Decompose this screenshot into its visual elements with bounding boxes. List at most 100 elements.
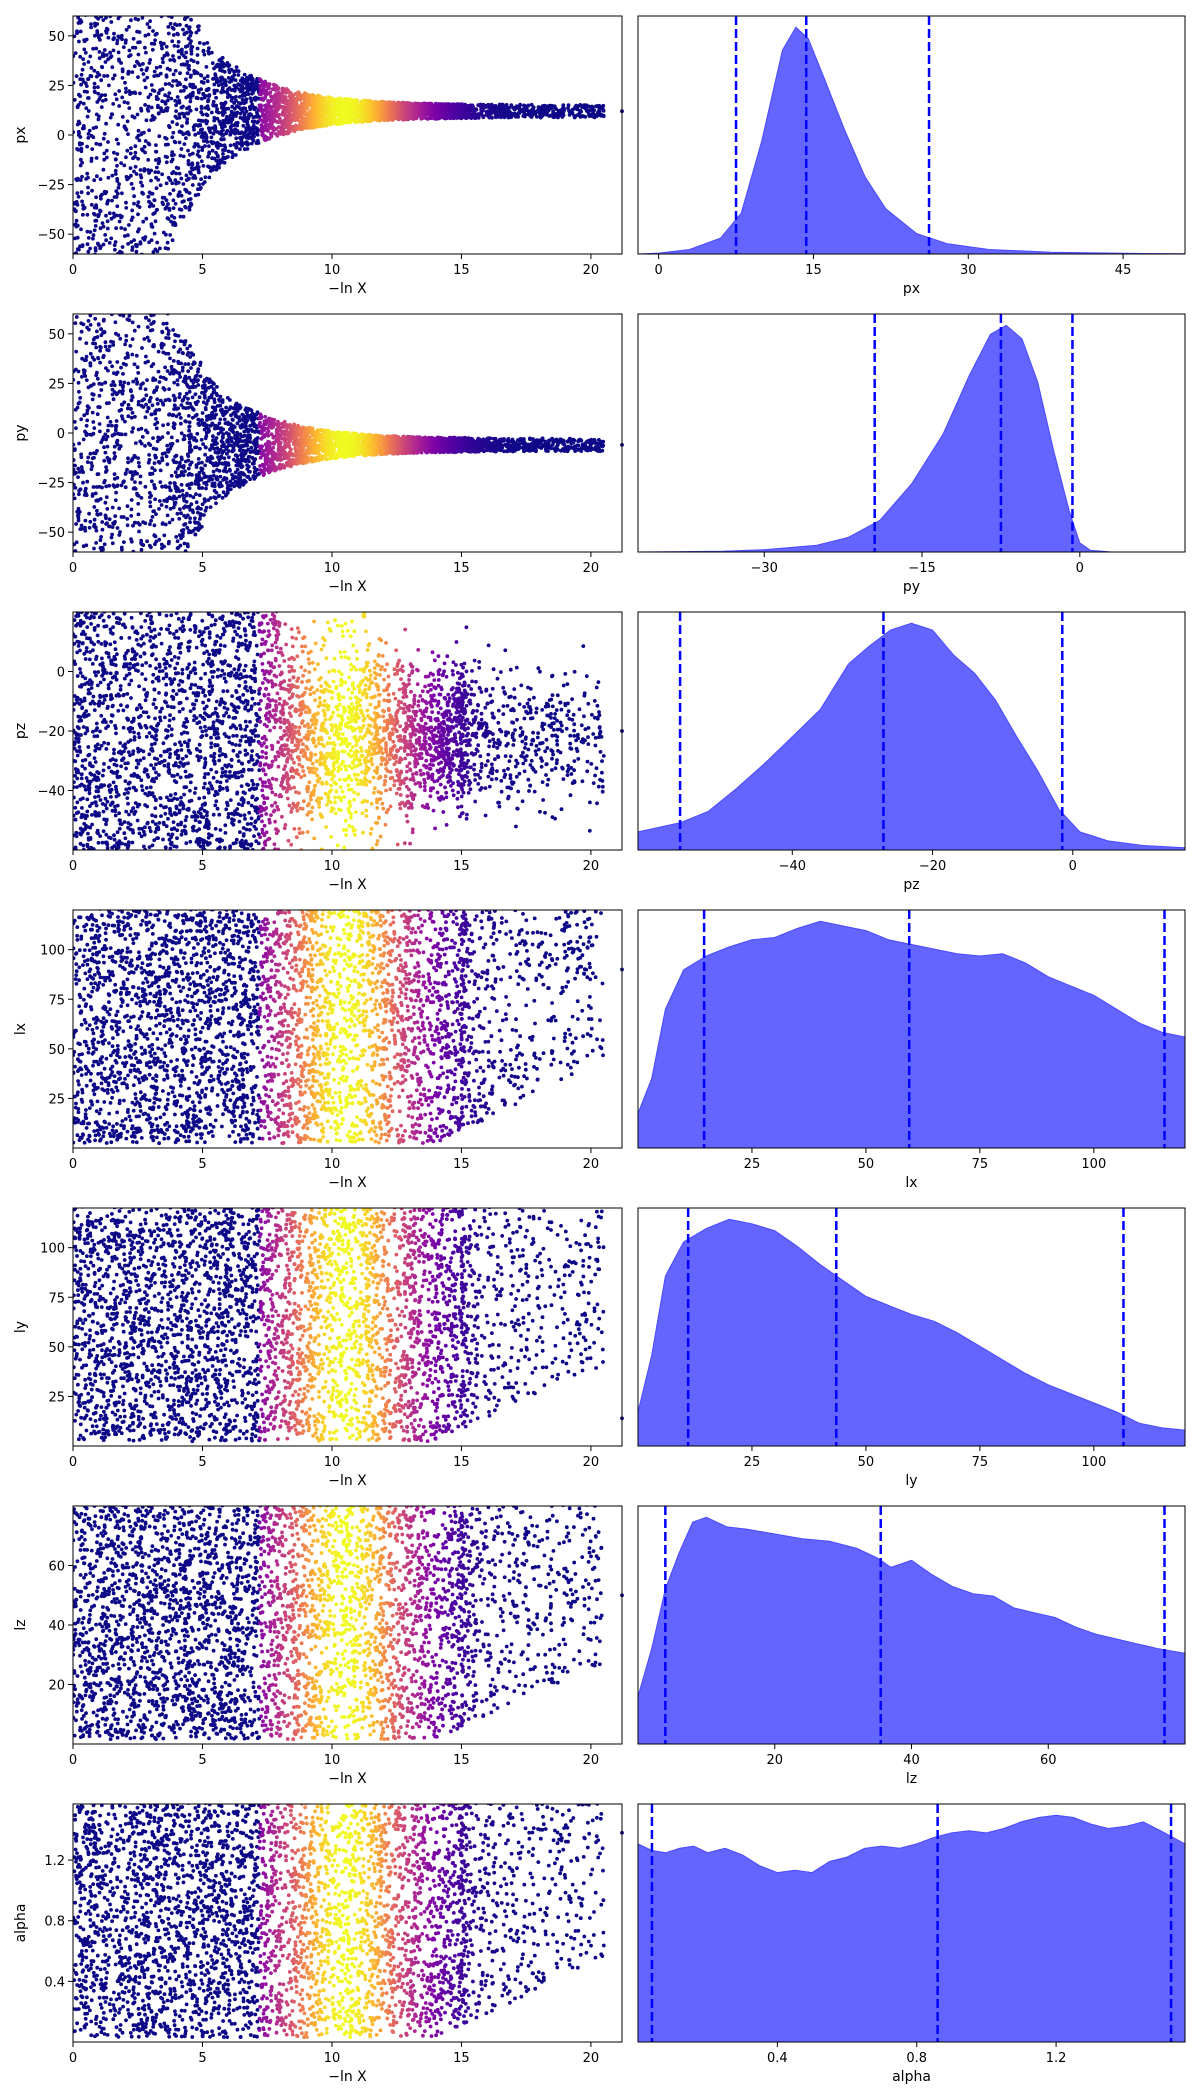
px-trace-point [97,73,102,77]
px-trace-point [250,134,255,139]
px-trace-point [169,159,174,164]
px-trace-point [156,170,161,175]
px-trace-point [130,70,135,74]
px-trace-point [147,25,152,30]
px-trace-point [98,209,103,214]
px-trace-point [186,148,190,153]
py-trace-point [188,401,193,406]
px-trace-point [172,0,176,2]
px-trace-point [99,33,104,37]
px-trace-point [251,81,256,86]
py-trace-point [118,336,123,341]
px-trace-point [232,88,237,93]
px-trace-point [119,266,123,270]
px-trace-point [247,82,252,87]
py-trace-point [87,601,91,605]
px-trace-point [94,256,98,260]
px-trace-point [199,110,204,114]
px-trace-point [142,144,147,149]
py-trace-point [178,347,183,352]
px-trace-point [78,29,83,34]
py-trace-point [179,431,184,436]
px-trace-point [235,141,240,145]
px-trace-point [158,64,163,69]
px-trace-point [164,74,169,79]
px-trace-point [493,111,497,116]
px-trace-point [250,102,255,107]
px-trace-point [171,33,176,37]
py-trace-point [140,346,144,350]
px-trace-point [73,8,77,12]
px-trace-point [114,195,119,199]
px-trace-point [104,213,108,218]
px-trace-point [194,30,199,35]
px-trace-point [91,233,96,238]
px-trace-point [176,32,180,37]
py-trace-point [149,296,153,300]
px-trace-point [108,16,113,19]
px-trace-point [219,105,224,110]
px-trace-point [162,53,167,58]
px-trace-point [166,31,171,36]
py-trace-point [144,315,149,320]
px-trace-point [79,82,83,87]
px-trace-point [82,89,87,94]
px-kde-xtick-label-0: 0 [655,263,663,278]
px-trace-point [100,280,104,284]
py-trace-point [166,431,170,435]
py-trace-point [177,533,182,537]
px-trace-point [206,98,211,102]
px-trace-point [233,78,238,82]
px-trace-point [144,50,148,55]
px-trace-point [138,240,143,245]
py-trace-point [130,430,135,434]
px-trace-point [238,111,243,116]
px-trace-point [243,134,248,138]
px-trace-point [133,144,138,149]
px-trace-point [165,98,170,103]
px-trace-point [120,245,125,249]
px-trace-point [489,102,494,107]
px-trace-point [196,131,201,136]
py-trace-point [163,301,167,305]
px-trace-point [154,94,159,99]
px-trace-point [117,280,121,284]
px-trace-point [152,231,157,236]
px-trace-point [184,95,189,100]
px-trace-point [186,162,191,166]
px-trace-point [484,113,489,117]
px-trace-point [194,107,199,112]
px-trace-point [116,50,121,55]
py-trace-point [157,507,161,511]
px-trace-point [144,274,148,278]
px-trace-point [152,272,156,276]
px-trace-point [163,206,168,211]
py-trace-point [128,270,132,274]
px-trace-point [131,45,135,50]
px-trace-point [133,150,138,155]
px-trace-point [168,7,172,11]
px-trace-point [173,201,178,206]
px-trace-point [182,114,187,119]
py-trace-point [187,436,192,441]
py-trace-point [152,564,156,568]
px-trace-point [75,247,80,252]
px-trace-point [170,120,175,124]
px-trace-point [156,177,161,182]
px-trace-point [75,235,80,240]
py-trace-point [129,570,133,574]
px-trace-point [128,151,133,156]
py-trace-point [117,275,121,279]
px-trace-point [221,122,225,127]
py-trace-point [171,359,176,363]
px-trace-point [95,29,100,33]
px-trace-point [136,212,140,217]
py-trace-point [100,267,104,271]
px-trace-point [78,18,83,22]
px-trace-point [246,127,251,131]
px-trace-point [85,171,90,176]
py-trace-point [87,405,91,410]
px-trace-point [207,151,212,156]
py-trace-point [158,480,163,484]
